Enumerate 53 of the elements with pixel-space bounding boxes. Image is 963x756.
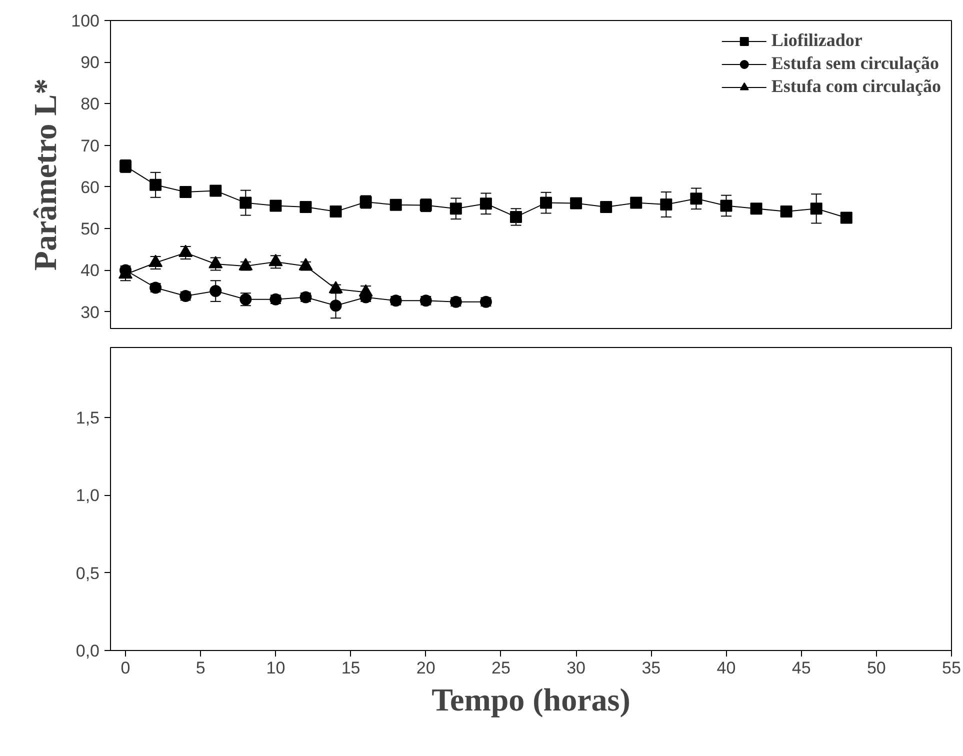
x-axis-title: Tempo (horas) — [432, 682, 630, 718]
point — [510, 210, 522, 223]
x-tick-label: 5 — [196, 658, 206, 678]
point — [690, 192, 702, 205]
point — [810, 202, 822, 215]
point — [540, 196, 552, 209]
point — [780, 206, 792, 218]
y-tick-label: 0,5 — [76, 564, 100, 583]
x-tick-label: 40 — [716, 658, 736, 678]
x-tick-label: 10 — [266, 658, 286, 678]
point — [480, 198, 492, 210]
y-tick-label: 70 — [80, 136, 100, 156]
point — [660, 198, 672, 210]
point — [720, 200, 732, 212]
point — [390, 198, 402, 211]
point — [150, 178, 162, 191]
point — [210, 285, 222, 298]
point — [450, 202, 462, 215]
x-tick-label: 15 — [341, 658, 360, 678]
point — [330, 206, 342, 218]
y-tick-label: 1,0 — [76, 486, 100, 506]
x-tick-label: 55 — [942, 658, 961, 678]
y-tick-label: 50 — [80, 220, 100, 239]
point — [750, 202, 762, 215]
legend-label: Liofilizador — [771, 30, 862, 51]
x-tick-label: 20 — [416, 658, 436, 678]
x-tick-label: 35 — [642, 658, 661, 678]
y-tick-label: 90 — [80, 53, 100, 72]
y-axis-title: Parâmetro L* — [27, 78, 64, 271]
point — [210, 184, 222, 197]
point — [240, 196, 252, 209]
x-tick-label: 45 — [792, 658, 811, 678]
y-tick-label: 1,5 — [76, 408, 100, 428]
y-tick-label: 80 — [80, 94, 100, 114]
legend-label: Estufa sem circulação — [771, 53, 940, 74]
x-tick-label: 30 — [566, 658, 586, 678]
point — [840, 212, 852, 224]
y-tick-label: 60 — [80, 178, 100, 197]
x-tick-label: 0 — [120, 658, 130, 678]
point — [630, 196, 642, 209]
y-tick-label: 100 — [71, 12, 100, 30]
legend-label: Estufa com circulação — [771, 76, 941, 97]
point — [330, 300, 342, 312]
y-tick-label: 30 — [80, 302, 100, 322]
point — [300, 200, 312, 213]
point — [600, 200, 612, 213]
y-tick-label: 0,0 — [76, 642, 100, 660]
x-tick-label: 50 — [866, 658, 886, 678]
point — [570, 197, 582, 210]
point — [180, 186, 192, 198]
x-tick-label: 25 — [492, 658, 510, 678]
point — [270, 200, 282, 212]
y-tick-label: 40 — [80, 261, 100, 280]
